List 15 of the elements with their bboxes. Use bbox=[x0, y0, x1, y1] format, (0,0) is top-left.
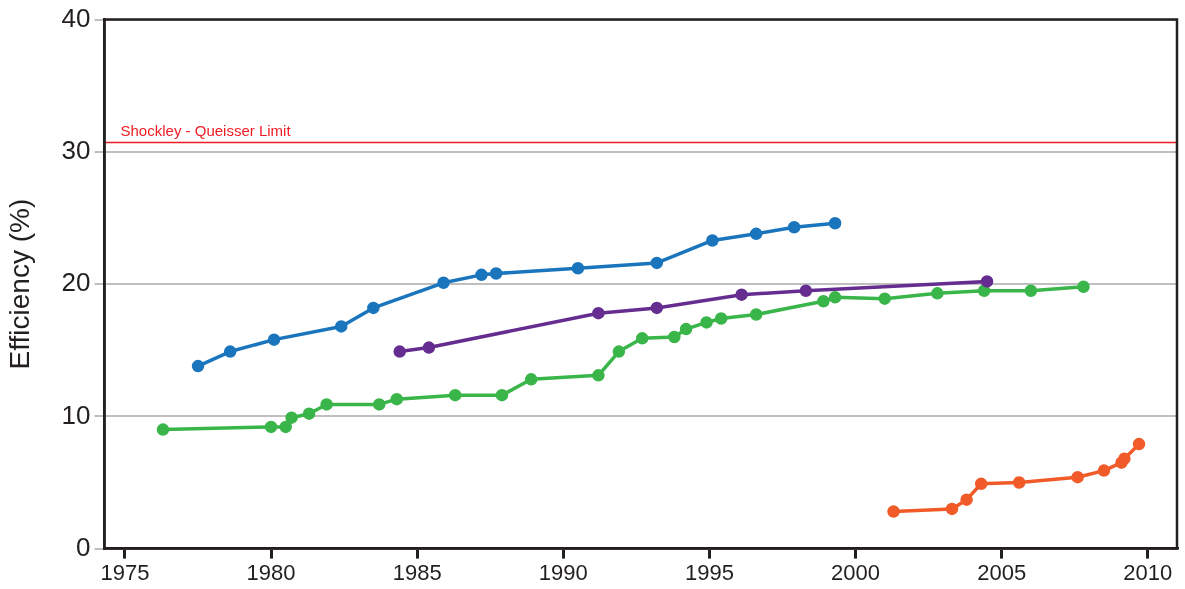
y-tick-label: 30 bbox=[61, 135, 91, 166]
y-axis-title: Efficiency (%) bbox=[3, 198, 35, 370]
x-tick-label: 1980 bbox=[246, 559, 296, 585]
x-tick-label: 1995 bbox=[684, 559, 734, 585]
x-tick-label: 1975 bbox=[100, 559, 150, 585]
y-tick-label: 0 bbox=[76, 531, 91, 562]
y-tick-label: 20 bbox=[61, 267, 91, 298]
x-tick-label: 1990 bbox=[538, 559, 588, 585]
x-tick-label: 2000 bbox=[831, 559, 881, 585]
y-tick-label: 40 bbox=[61, 2, 91, 33]
ref-line-label: Shockley - Queisser Limit bbox=[120, 122, 292, 140]
y-tick-label: 10 bbox=[61, 399, 91, 430]
x-tick-label: 2010 bbox=[1123, 559, 1173, 585]
x-tick-label: 2005 bbox=[977, 559, 1027, 585]
x-tick-label: 1985 bbox=[392, 559, 442, 585]
